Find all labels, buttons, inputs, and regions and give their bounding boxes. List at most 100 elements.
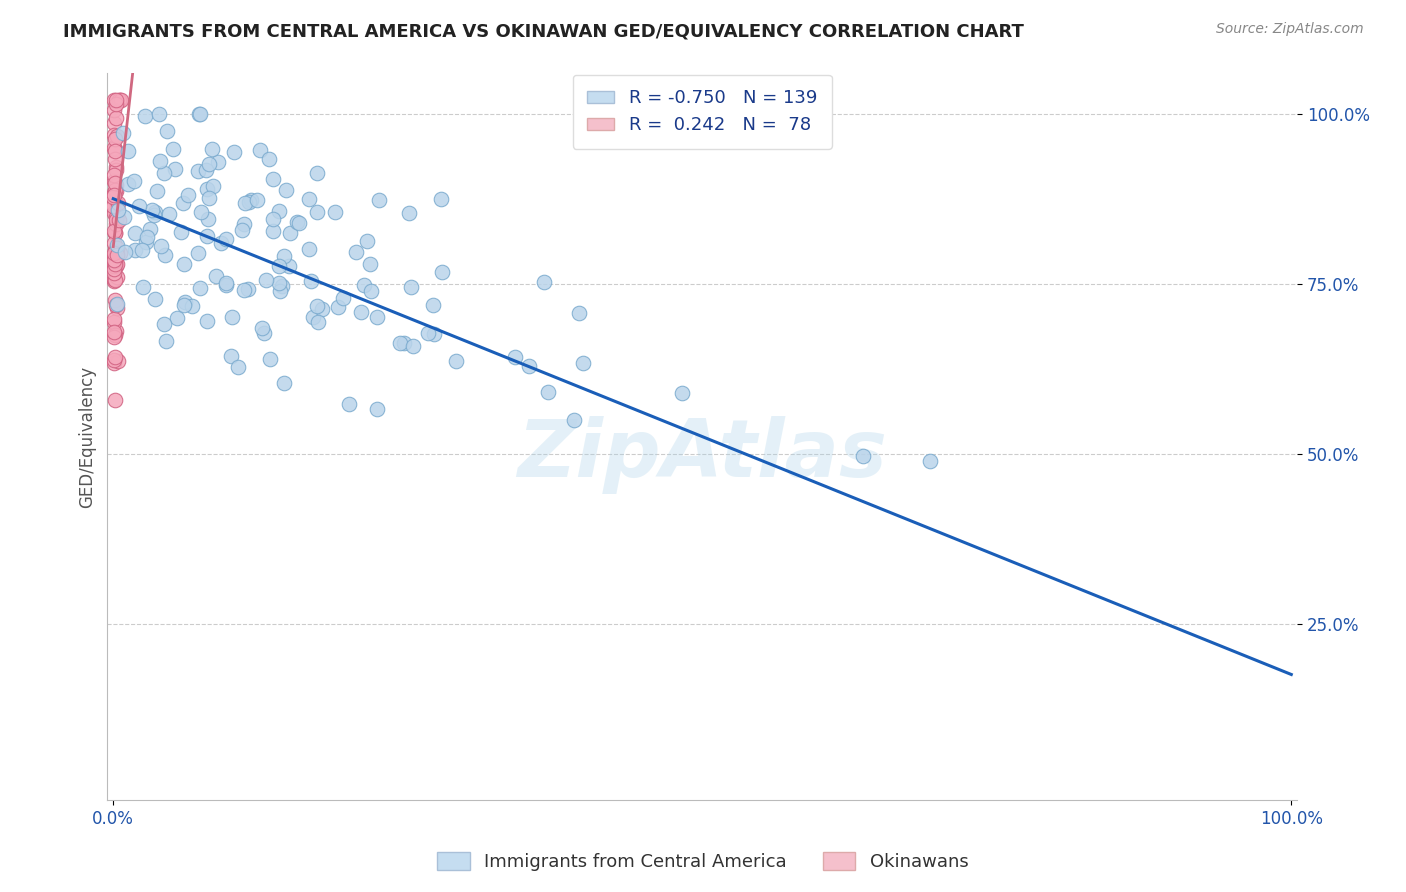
Point — [536, 385, 558, 400]
Point — [104, 226, 127, 240]
Point — [107, 202, 129, 217]
Point — [273, 376, 295, 390]
Point — [231, 223, 253, 237]
Point — [105, 247, 128, 261]
Point — [134, 109, 156, 123]
Point — [249, 143, 271, 157]
Point — [173, 298, 195, 312]
Point — [252, 326, 274, 341]
Point — [197, 157, 219, 171]
Point — [416, 326, 439, 340]
Legend: Immigrants from Central America, Okinawans: Immigrants from Central America, Okinawa… — [430, 845, 976, 879]
Point — [269, 259, 291, 273]
Point — [139, 222, 162, 236]
Point — [103, 224, 125, 238]
Point — [562, 413, 585, 427]
Point — [172, 196, 194, 211]
Point — [401, 339, 423, 353]
Legend: R = -0.750   N = 139, R =  0.242   N =  78: R = -0.750 N = 139, R = 0.242 N = 78 — [572, 75, 832, 149]
Point — [204, 269, 226, 284]
Point — [287, 216, 309, 230]
Point — [108, 245, 131, 260]
Point — [232, 217, 254, 231]
Point — [165, 161, 187, 176]
Point — [572, 356, 595, 370]
Point — [298, 193, 321, 207]
Point — [105, 129, 128, 144]
Point — [103, 272, 125, 286]
Point — [153, 248, 176, 262]
Point — [273, 249, 295, 263]
Point — [533, 275, 555, 289]
Point — [103, 141, 125, 155]
Point — [305, 166, 328, 180]
Point — [111, 126, 134, 140]
Point — [104, 254, 127, 268]
Point — [197, 228, 219, 243]
Point — [103, 198, 125, 212]
Point — [143, 292, 166, 306]
Point — [323, 205, 346, 219]
Point — [104, 131, 127, 145]
Point — [104, 293, 127, 307]
Point — [104, 211, 127, 225]
Point — [103, 326, 125, 340]
Point — [103, 93, 125, 107]
Point — [226, 359, 249, 374]
Point — [104, 195, 127, 210]
Point — [307, 315, 329, 329]
Point — [180, 299, 202, 313]
Point — [187, 164, 209, 178]
Point — [105, 241, 128, 255]
Point — [148, 107, 170, 121]
Point — [269, 285, 291, 299]
Point — [360, 284, 382, 298]
Point — [190, 205, 212, 219]
Point — [170, 225, 193, 239]
Point — [207, 155, 229, 169]
Point — [162, 143, 184, 157]
Point — [103, 174, 125, 188]
Point — [135, 235, 157, 250]
Point — [105, 324, 128, 338]
Point — [105, 301, 128, 316]
Point — [103, 186, 125, 200]
Text: ZipAtlas: ZipAtlas — [517, 416, 887, 494]
Point — [299, 274, 322, 288]
Point — [103, 199, 125, 213]
Point — [195, 162, 218, 177]
Point — [221, 310, 243, 325]
Point — [197, 211, 219, 226]
Point — [366, 401, 388, 416]
Point — [104, 273, 127, 287]
Point — [108, 212, 131, 227]
Point — [166, 310, 188, 325]
Text: IMMIGRANTS FROM CENTRAL AMERICA VS OKINAWAN GED/EQUIVALENCY CORRELATION CHART: IMMIGRANTS FROM CENTRAL AMERICA VS OKINA… — [63, 22, 1024, 40]
Point — [359, 257, 381, 271]
Point — [104, 243, 127, 257]
Point — [238, 195, 260, 210]
Point — [104, 183, 127, 197]
Point — [305, 299, 328, 313]
Point — [103, 261, 125, 276]
Point — [105, 178, 128, 192]
Point — [177, 188, 200, 202]
Point — [104, 226, 127, 240]
Point — [262, 224, 284, 238]
Point — [267, 203, 290, 218]
Point — [197, 182, 219, 196]
Text: Source: ZipAtlas.com: Source: ZipAtlas.com — [1216, 22, 1364, 37]
Point — [136, 230, 159, 244]
Point — [852, 449, 875, 463]
Point — [105, 245, 128, 260]
Point — [103, 315, 125, 329]
Point — [112, 210, 135, 224]
Point — [356, 234, 378, 248]
Point — [104, 176, 127, 190]
Point — [104, 111, 127, 125]
Point — [215, 276, 238, 290]
Point — [444, 353, 467, 368]
Point — [103, 128, 125, 143]
Point — [104, 213, 127, 227]
Point — [122, 174, 145, 188]
